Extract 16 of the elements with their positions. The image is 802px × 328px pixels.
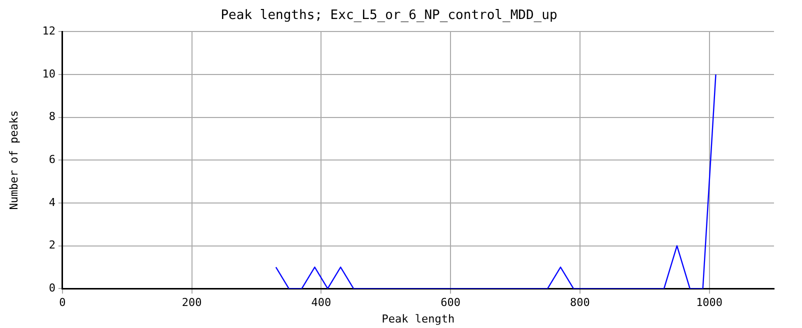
y-tick-label: 4 [48,196,56,209]
y-tick-label: 6 [48,152,56,166]
y-tick-label: 8 [48,110,56,124]
x-tick-label: 1000 [696,296,723,310]
x-tick-label: 200 [182,296,202,310]
x-tick-label: 0 [59,296,66,310]
y-tick-label: 0 [48,281,56,294]
x-tick-label: 600 [440,296,461,310]
y-tick-label: 12 [42,24,56,38]
chart-title: Peak lengths; Exc_L5_or_6_NP_control_MDD_up [220,8,558,24]
x-axis-title: Peak length [382,312,455,326]
y-tick-label: 10 [42,67,56,80]
y-tick-label: 2 [48,238,56,252]
y-axis-title: Number of peaks [7,110,20,210]
x-tick-label: 800 [570,296,590,310]
x-tick-label: 400 [311,296,332,310]
